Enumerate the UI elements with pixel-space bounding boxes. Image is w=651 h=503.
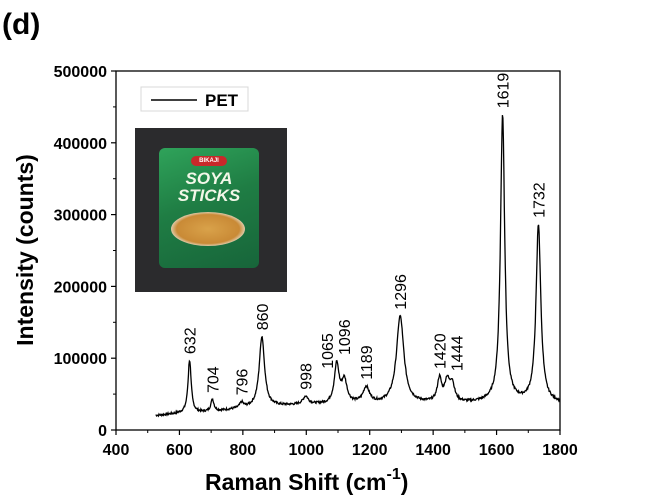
peak-label-1420: 1420 xyxy=(433,333,450,369)
bag-brand-label: BIKAJI xyxy=(191,156,227,166)
peak-label-632: 632 xyxy=(183,327,200,354)
x-axis-title-main: Raman Shift (cm xyxy=(205,469,386,495)
bag-food-image xyxy=(171,212,245,246)
y-tick-label: 0 xyxy=(98,423,107,440)
ticks: 400 600 800 1000 1200 1400 1600 1800 0 100000 2000… xyxy=(54,64,578,459)
x-axis-title-superscript: -1 xyxy=(386,466,400,483)
x-tick-label: 800 xyxy=(230,442,257,459)
legend: PET xyxy=(140,86,249,112)
peak-label-1444: 1444 xyxy=(450,335,467,371)
peak-label-1065: 1065 xyxy=(320,333,337,369)
y-axis-title: Intensity (counts) xyxy=(12,154,38,346)
inset-photo-snack-packet: BIKAJI SOYA STICKS xyxy=(135,128,287,292)
legend-box xyxy=(140,86,249,112)
y-tick-label: 100000 xyxy=(54,351,107,368)
peak-label-1732: 1732 xyxy=(531,182,548,218)
y-tick-label: 400000 xyxy=(54,136,107,153)
peak-label-1619: 1619 xyxy=(496,73,513,109)
y-tick-label: 200000 xyxy=(54,279,107,296)
series-line-pet xyxy=(155,114,561,418)
x-tick-label: 400 xyxy=(103,442,130,459)
legend-label-pet: PET xyxy=(205,91,239,110)
bag-title-line2: STICKS xyxy=(177,186,241,205)
panel-label: (d) xyxy=(2,8,41,41)
x-tick-label: 1400 xyxy=(415,442,451,459)
x-axis-title: Raman Shift (cm-1) xyxy=(205,466,408,495)
snack-bag: BIKAJI SOYA STICKS xyxy=(159,148,259,268)
peak-label-704: 704 xyxy=(205,366,222,393)
peak-label-1189: 1189 xyxy=(359,345,376,380)
x-tick-label: 1600 xyxy=(479,442,515,459)
peak-label-796: 796 xyxy=(235,369,252,396)
x-tick-label: 1200 xyxy=(352,442,388,459)
y-tick-label: 300000 xyxy=(54,208,107,225)
peak-label-860: 860 xyxy=(255,304,272,331)
y-tick-label: 500000 xyxy=(54,64,107,81)
peak-label-998: 998 xyxy=(299,363,316,390)
peak-label-1096: 1096 xyxy=(337,319,354,355)
peak-label-1296: 1296 xyxy=(393,274,410,310)
x-tick-label: 1000 xyxy=(288,442,324,459)
bag-title: SOYA STICKS xyxy=(169,170,249,204)
x-tick-label: 600 xyxy=(166,442,193,459)
x-tick-label: 1800 xyxy=(542,442,578,459)
x-axis-title-suffix: ) xyxy=(401,469,409,495)
bag-title-line1: SOYA xyxy=(185,169,233,188)
